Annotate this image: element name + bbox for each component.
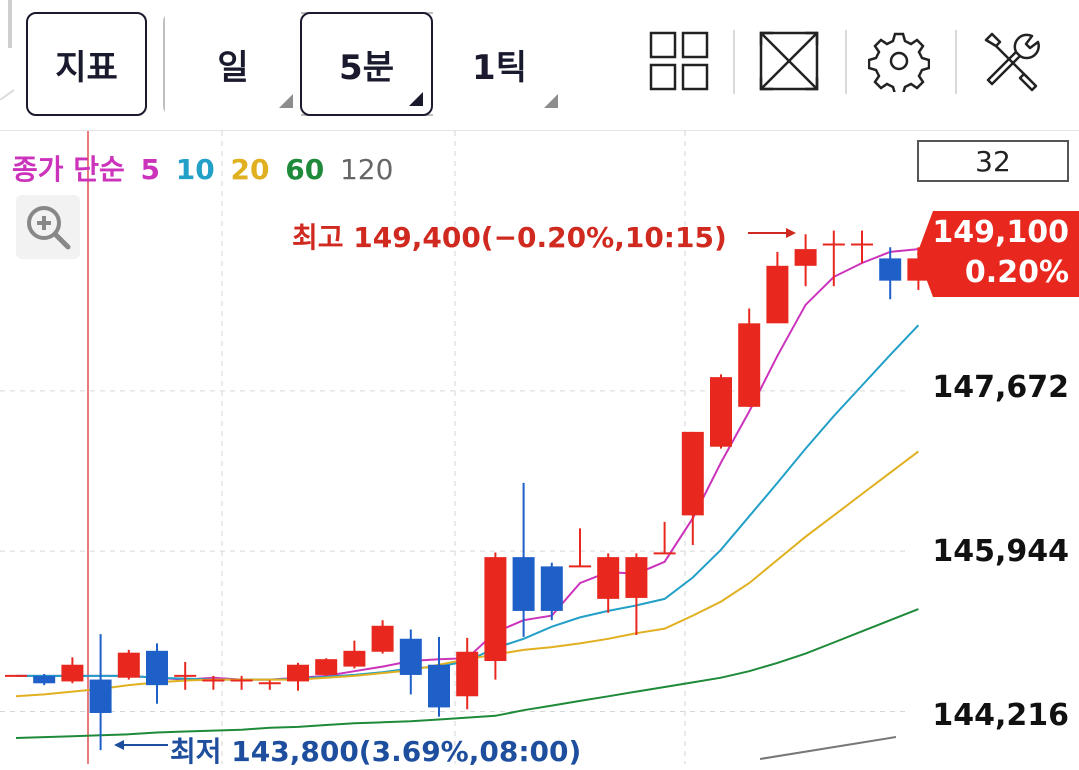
indicator-button[interactable]: 지표 [26, 12, 147, 116]
candle-body [625, 557, 648, 598]
y-tick-label: 147,672 [932, 370, 1069, 405]
candle-body [879, 258, 902, 281]
legend-ma-20: 20 [230, 153, 270, 186]
high-arrow-head [786, 228, 796, 238]
candle-body [117, 652, 140, 678]
candlestick-chart[interactable] [0, 131, 1079, 764]
candle-body [287, 664, 309, 682]
y-tick-label: 145,944 [932, 534, 1069, 569]
legend-ma-10: 10 [175, 153, 215, 186]
high-price-annotation: 최고 149,400(−0.20%,10:15) [292, 221, 727, 254]
zoom-in-icon [27, 206, 71, 250]
legend-ma-120: 120 [339, 153, 394, 186]
tools-icon[interactable] [980, 30, 1042, 92]
gear-icon[interactable] [868, 30, 930, 92]
low-arrow-head [114, 740, 124, 750]
toolbar-divider [733, 30, 735, 94]
candle-body [399, 638, 422, 675]
period-day-button[interactable]: 일 [165, 12, 301, 116]
dropdown-corner-icon [279, 94, 293, 108]
count-display[interactable]: 32 [917, 140, 1069, 182]
candle-body [766, 265, 789, 324]
ma-120-line [759, 736, 897, 760]
candle-body [484, 557, 507, 662]
price-tag-shape [917, 211, 1079, 297]
dropdown-corner-icon [409, 92, 423, 106]
grid-layout-icon[interactable] [648, 30, 710, 92]
candle-body [146, 650, 168, 686]
current-price-value: 149,100 [932, 215, 1069, 250]
current-price-tag: 149,100 0.20% [917, 211, 1079, 297]
period-1tick-button[interactable]: 1틱 [433, 12, 566, 116]
candle-body [540, 566, 563, 611]
candle-body [512, 557, 535, 611]
left-edge-decoration [0, 0, 14, 100]
low-price-annotation: 최저 143,800(3.69%,08:00) [170, 735, 582, 768]
legend-ma-60: 60 [285, 153, 325, 186]
candle-body [315, 659, 338, 675]
ma-60-line [15, 608, 919, 739]
period-day-label: 일 [217, 47, 249, 88]
expand-icon[interactable] [758, 30, 820, 92]
legend-ma-5: 5 [140, 153, 161, 186]
candle-body [597, 557, 620, 599]
current-price-change: 0.20% [964, 255, 1069, 290]
candle-body [428, 664, 450, 708]
period-1tick-label: 1틱 [472, 47, 527, 88]
chart-toolbar: 지표 일 5분 1틱 [0, 0, 1079, 131]
ma-legend: 종가 단순 5 10 20 60 120 [12, 148, 399, 188]
candle-body [794, 249, 817, 266]
dropdown-corner-icon [544, 94, 558, 108]
legend-prefix: 종가 단순 [12, 153, 125, 186]
candle-body [33, 675, 56, 684]
toolbar-divider [955, 30, 957, 94]
candle-body [343, 650, 366, 667]
candle-body [89, 679, 112, 713]
candle-body [710, 377, 732, 447]
candle-body [61, 664, 84, 682]
candle-body [456, 651, 479, 697]
y-tick-label: 144,216 [932, 698, 1069, 733]
period-selector: 일 5분 1틱 [163, 12, 566, 116]
zoom-button[interactable] [16, 195, 80, 259]
candle-body [738, 323, 761, 407]
candle-body [371, 625, 394, 652]
period-5min-button[interactable]: 5분 [300, 12, 433, 116]
candle-body [681, 431, 704, 516]
toolbar-divider [845, 30, 847, 94]
period-5min-label: 5분 [339, 47, 394, 88]
ma-10-line [16, 324, 920, 681]
